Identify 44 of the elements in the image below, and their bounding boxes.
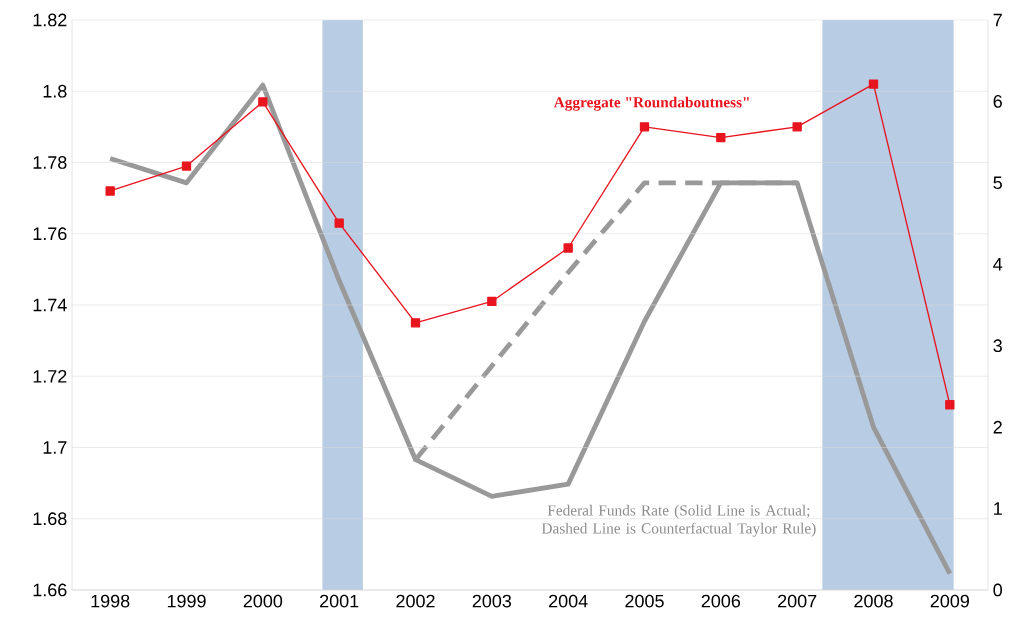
x-tick-label: 2004 [549,594,588,608]
y-tick-label: 1.72 [33,369,67,383]
y2-tick-label: 7 [993,13,1002,27]
point [487,296,497,307]
point [105,186,115,196]
annotation: Federal Funds Rate (Solid Line is Actual; Dashed Line is Counterfactual Taylor Rule) [541,504,816,537]
y2-tick-label: 4 [993,258,1003,271]
x-tick-label: 2005 [625,594,664,608]
y2-tick-label: 2 [993,420,1002,434]
y-tick-label: 1.78 [33,156,67,169]
x-tick-label: 2008 [854,594,893,608]
y2-tick-label: 6 [993,95,1002,108]
y-tick-label: 1.68 [33,512,67,526]
line-series [107,82,953,577]
y-tick-label: 1.8 [43,84,67,98]
point [181,161,192,171]
y2-tick-label: 0 [993,583,1003,597]
point [716,132,726,143]
x-tick-label: 2001 [320,594,359,608]
point [410,318,421,328]
series-label: Aggregate "Roundaboutness" [553,96,749,111]
x-tick-label: 1998 [91,594,130,608]
y2-tick-label: 5 [993,176,1002,190]
x-tick-label: 2007 [778,594,817,608]
point [639,122,650,132]
y-tick-label: 1.74 [33,298,67,312]
x-tick-label: 2006 [701,594,741,608]
y-tick-label: 1.76 [33,227,67,241]
point [334,218,344,228]
x-tick-label: 2002 [396,594,435,608]
y2-tick-label: 3 [993,339,1002,353]
point [258,97,268,107]
y2-tick-label: 1 [994,502,1002,515]
point [792,122,802,132]
point [563,243,573,253]
x-tick-label: 1999 [167,594,206,608]
y-tick-label: 1.7 [43,441,67,454]
point [945,400,955,410]
y-tick-label: 1.66 [33,583,67,597]
y-tick-label: 1.82 [33,13,67,27]
x-tick-label: 2003 [472,594,512,608]
x-tick-label: 2009 [930,594,969,608]
x-tick-label: 2000 [243,594,283,608]
point [868,79,879,89]
